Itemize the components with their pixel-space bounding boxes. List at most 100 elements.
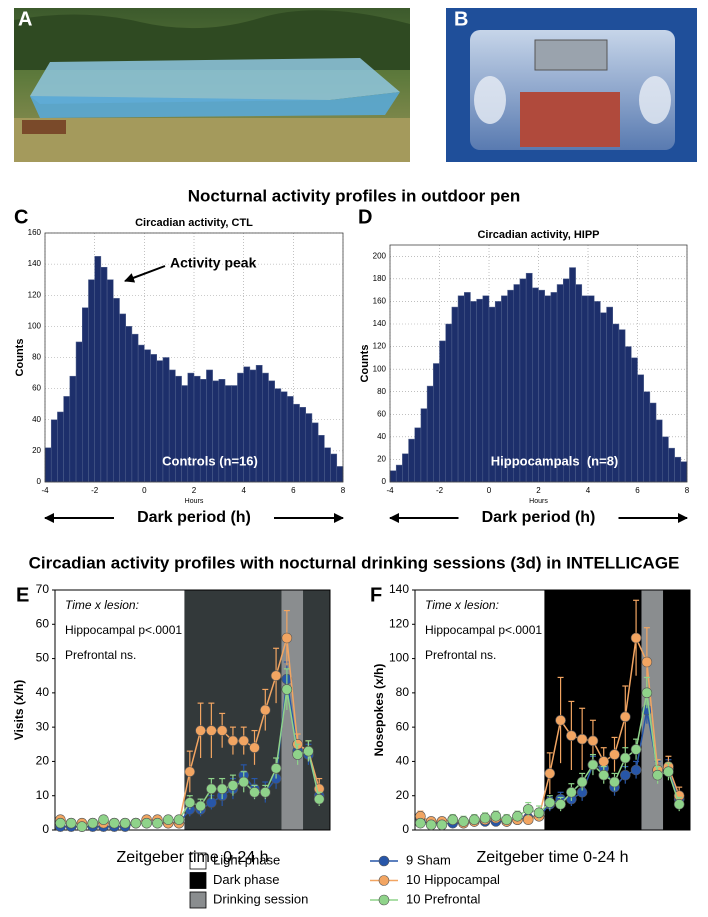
x-axis-label: Hours [185,498,204,505]
y-tick-label: 120 [389,616,409,630]
bar [575,284,583,483]
bar [63,396,71,483]
bar [482,295,490,483]
y-tick-label: 60 [377,409,386,418]
legend-swatch [189,891,207,909]
legend-marker [378,894,390,906]
marker [663,766,674,778]
legend: Light phase Dark phase Drinking session 9 S… [189,852,500,909]
marker [216,783,228,795]
legend-marker [378,855,390,867]
bar [330,453,338,483]
marker [447,814,459,826]
bar [674,456,682,483]
bar [457,295,465,483]
marker [227,735,239,747]
y-tick-label: 100 [389,651,409,665]
y-tick-label: 80 [32,353,41,362]
marker [141,817,152,829]
legend-label: 10 Prefrontal [406,891,481,906]
bar [268,380,275,483]
bar [125,326,133,483]
marker [566,786,577,798]
marker [490,810,502,822]
y-tick-label: 40 [32,415,41,424]
marker [415,817,426,829]
marker [249,786,260,798]
marker [292,749,303,760]
bar [525,272,533,483]
marker [270,762,282,774]
marker [249,742,260,754]
y-tick-label: 60 [32,384,41,393]
y-axis-label: Visits (x/h) [12,680,26,740]
x-tick-label: 6 [635,486,640,495]
annotation: Controls (n=16) [162,453,258,468]
bar [451,306,459,483]
bar [286,396,294,483]
marker [533,807,545,819]
x-tick-label: -4 [386,486,394,495]
plot-frame [44,232,344,483]
bar [150,354,158,483]
bar [631,357,638,483]
y-tick-label: 40 [377,432,386,441]
bar [274,388,282,483]
bar [569,267,576,483]
x-axis-label: Zeitgeber time 0-24 h [476,849,628,866]
bar [680,461,688,483]
x-tick-label: 6 [291,486,296,495]
marker [313,793,325,805]
panel: Circadian activity, HIPP0204060801001201… [359,229,690,526]
marker [652,769,663,781]
chart-title: Circadian activity, CTL [135,217,253,229]
y-tick-label: 160 [28,228,42,237]
marker [609,749,620,760]
legend-label: Light phase [213,852,280,867]
bar [144,349,151,483]
marker [619,711,631,723]
y-tick-label: 20 [377,455,386,464]
legend-label: Drinking session [213,891,308,906]
marker [630,744,642,755]
y-tick-label: 40 [36,685,50,699]
bar [389,470,397,483]
marker [469,814,480,826]
marker [119,817,131,829]
y-axis-label: Nosepokes (x/h) [372,664,386,757]
x-tick-label: 2 [536,486,541,495]
annotation: Activity peak [170,255,257,271]
x-tick-label: 2 [192,486,197,495]
marker [206,725,217,736]
y-tick-label: 60 [396,719,410,733]
legend-swatch [189,872,207,889]
bar [618,329,626,483]
y-tick-label: 200 [373,251,387,260]
annotation: Prefrontal ns. [65,648,136,662]
marker [303,745,314,757]
bar [408,438,415,483]
bar [262,372,269,483]
marker [109,817,120,829]
x-tick-label: 8 [341,486,346,495]
x-tick-label: 0 [487,486,492,495]
panel: 0 20 40 60 80 100 120 140 Time x lesion: Hippocam… [372,582,691,866]
bar [88,279,95,483]
marker [195,725,206,736]
marker [436,819,448,831]
x-tick-label: -4 [41,486,49,495]
annotation-arrow [124,265,166,283]
marker [598,756,610,767]
bar [44,447,52,483]
bar [57,411,64,483]
marker [259,704,271,716]
marker [65,817,77,829]
marker [281,632,293,644]
bar [655,419,663,483]
x-tick-label: 4 [241,486,246,495]
bar [75,341,83,483]
bar [336,466,344,483]
y-tick-label: 140 [373,319,387,328]
panel-label: D [358,206,372,228]
y-tick-label: 20 [32,446,41,455]
